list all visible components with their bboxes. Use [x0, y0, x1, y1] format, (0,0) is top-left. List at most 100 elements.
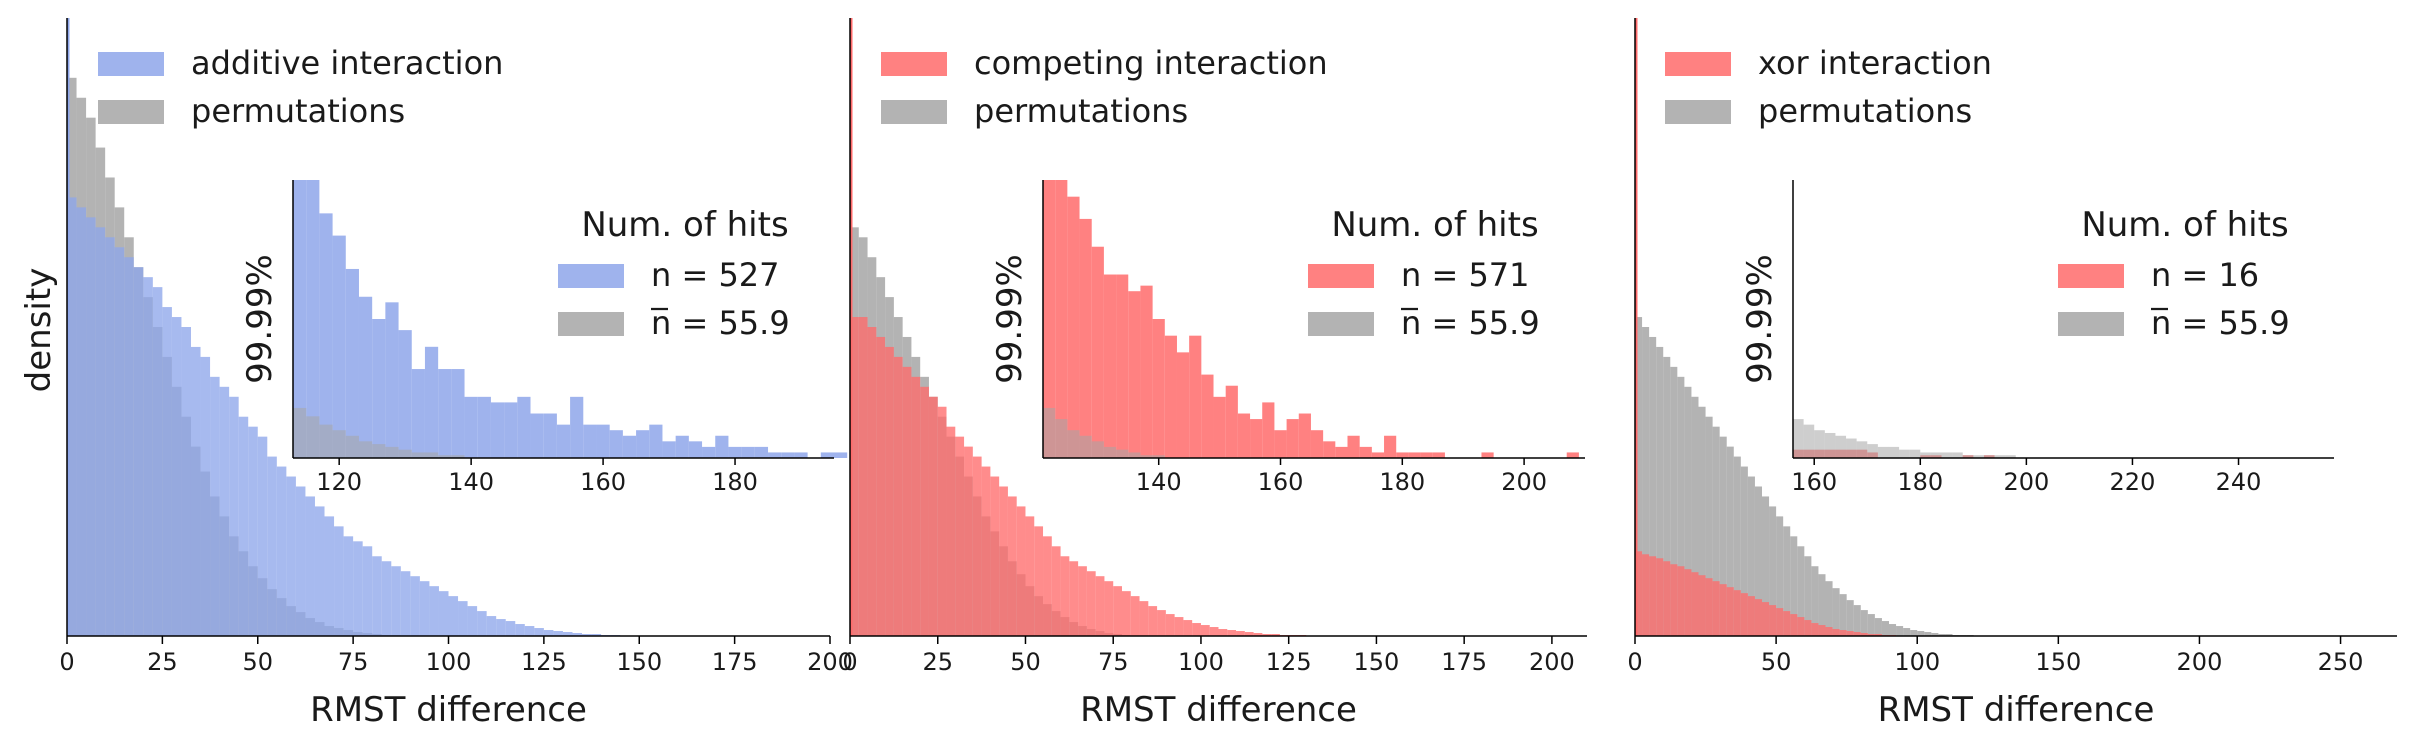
- histogram-bar: [181, 327, 191, 636]
- inset-x-tick-label: 200: [2003, 468, 2049, 496]
- histogram-bar: [1733, 456, 1741, 636]
- inset-bar: [1262, 402, 1275, 458]
- inset-bar: [1867, 444, 1878, 458]
- histogram-bar: [1705, 578, 1713, 636]
- histogram-bar: [238, 416, 249, 636]
- inset-bar: [1384, 435, 1397, 458]
- inset-x-tick-label: 180: [1897, 468, 1943, 496]
- histogram-bar: [1754, 486, 1762, 636]
- panel-3: 0 50 100 150 200 250 RMST difference xor intera…: [1627, 18, 2397, 730]
- histogram-bar: [171, 317, 182, 636]
- histogram-bar: [893, 356, 903, 636]
- histogram-bar: [1663, 561, 1671, 636]
- x-tick-label: 200: [2177, 648, 2223, 676]
- inset-bar: [451, 455, 465, 458]
- x-tick-label: 100: [1178, 648, 1224, 676]
- inset-bar: [1835, 435, 1847, 458]
- histogram-bar: [1945, 634, 1953, 636]
- histogram-bar: [190, 346, 201, 636]
- histogram-bar: [1016, 506, 1026, 636]
- histogram-hits: [1635, 551, 1897, 636]
- histogram-bar: [419, 581, 430, 636]
- inset-bar: [1152, 455, 1165, 458]
- inset-bar: [398, 330, 412, 458]
- histogram-bar: [1139, 601, 1149, 636]
- histogram-bar: [562, 632, 573, 636]
- histogram-bar: [505, 621, 516, 636]
- histogram-bar: [1157, 610, 1166, 636]
- inset-bar: [649, 424, 663, 458]
- inset-bar: [794, 452, 808, 458]
- inset-bar: [1128, 291, 1141, 458]
- inset-bar: [332, 235, 346, 458]
- histogram-bar: [1726, 587, 1734, 636]
- histogram-bar: [1797, 546, 1805, 636]
- inset-histogram-hits: [293, 180, 848, 458]
- inset-bar: [385, 302, 399, 458]
- histogram-bar: [1705, 416, 1713, 636]
- legend: additive interaction permutations: [98, 44, 503, 130]
- histogram-bar: [1095, 576, 1105, 636]
- inset-x-tick-label: 200: [1501, 468, 1547, 496]
- histogram-bar: [1797, 617, 1805, 636]
- histogram-bar: [1121, 591, 1131, 636]
- histogram-bar: [572, 633, 583, 636]
- histogram-hits: [67, 197, 621, 637]
- inset-bar: [688, 441, 703, 458]
- inset-bar: [754, 446, 769, 458]
- inset-bar: [1793, 419, 1804, 458]
- histogram-bar: [1262, 634, 1272, 636]
- histogram-bar: [1783, 611, 1791, 636]
- inset-legend-swatch: [558, 312, 624, 336]
- histogram-bar: [1874, 634, 1882, 636]
- histogram-bar: [1034, 526, 1044, 636]
- inset-bar: [1899, 449, 1910, 458]
- histogram-bar: [248, 426, 258, 636]
- inset-bar: [1140, 285, 1153, 458]
- inset-histogram-hits: [1043, 180, 1579, 458]
- histogram-bar: [448, 596, 459, 636]
- x-axis-label: RMST difference: [310, 690, 587, 730]
- inset-x-tick-label: 180: [712, 468, 758, 496]
- inset-legend-title: Num. of hits: [1331, 205, 1538, 245]
- inset-legend-label: n = 16: [2151, 256, 2259, 294]
- histogram-bar: [76, 207, 87, 637]
- inset-bar: [1164, 335, 1177, 458]
- inset-x-tick-label: 220: [2110, 468, 2156, 496]
- inset-bar: [1298, 413, 1311, 458]
- histogram-bar: [362, 546, 373, 636]
- histogram-bar: [1719, 584, 1727, 636]
- histogram-bar: [1903, 628, 1911, 636]
- x-tick-label: 175: [1441, 648, 1487, 676]
- histogram-bar: [1649, 336, 1657, 636]
- histogram-bar: [1881, 621, 1889, 636]
- x-tick-label: 50: [1761, 648, 1792, 676]
- inset-bar: [1335, 446, 1348, 458]
- inset-bar: [1140, 455, 1153, 458]
- histogram-bar: [114, 247, 125, 637]
- inset-bar: [1566, 452, 1579, 458]
- inset-x-tick-label: 160: [1791, 468, 1837, 496]
- inset-legend-swatch: [2058, 264, 2124, 288]
- histogram-bar: [1670, 564, 1678, 636]
- x-axis-label: RMST difference: [1878, 690, 2155, 730]
- inset-bar: [1103, 446, 1117, 458]
- x-tick-label: 25: [922, 648, 953, 676]
- inset-bar: [424, 452, 439, 458]
- histogram-bar: [1790, 614, 1798, 636]
- inset-bar: [1877, 446, 1889, 458]
- inset-bar: [477, 396, 491, 458]
- inset-bar: [464, 396, 478, 458]
- histogram-bar: [1192, 623, 1201, 636]
- histogram-permutations: [1635, 317, 1974, 636]
- histogram-bar: [1769, 605, 1777, 636]
- histogram-hits: [850, 317, 1307, 636]
- inset-x-tick-label: 160: [1258, 468, 1304, 496]
- histogram-bar: [162, 307, 172, 636]
- histogram-bar: [876, 336, 886, 636]
- inset-bar: [1091, 246, 1104, 458]
- histogram-bar: [1691, 572, 1699, 636]
- inset-bar: [306, 416, 320, 458]
- x-tick-label: 100: [1894, 648, 1940, 676]
- inset-bar: [1371, 452, 1385, 458]
